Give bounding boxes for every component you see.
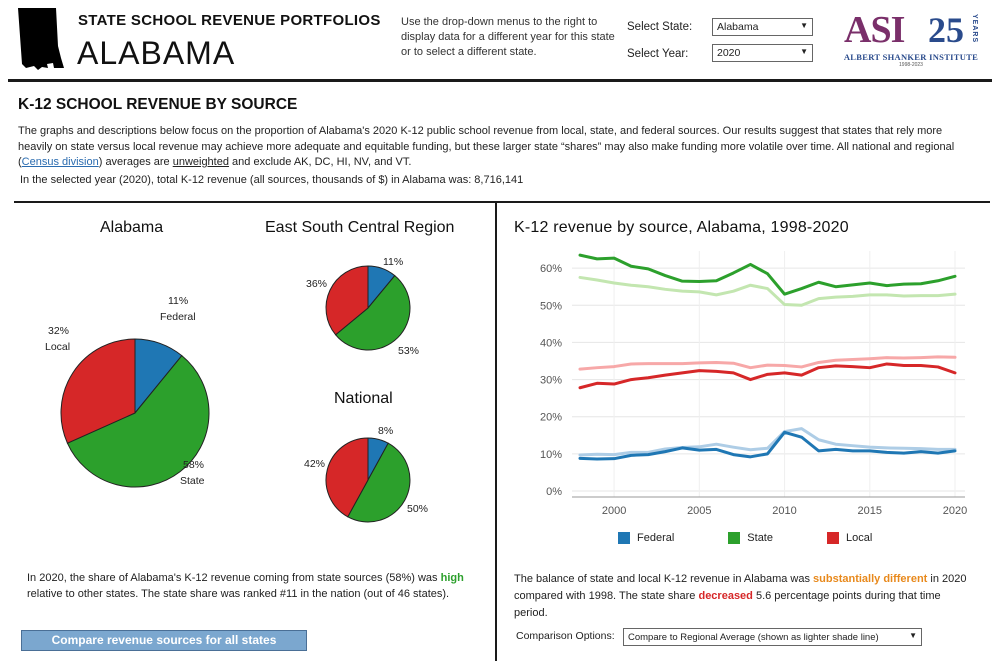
pie-charts — [60, 265, 411, 523]
line-chart: 0% 10% 20% 30% 40% 50% 60% 2000 2005 2010 2015 2020 — [540, 251, 967, 517]
national-pie — [325, 437, 411, 523]
line-chart-legend: Federal State Local — [618, 532, 872, 544]
intro-paragraph: The graphs and descriptions below focus … — [18, 125, 955, 168]
state-map-silhouette — [12, 6, 68, 79]
y-tick-label: 30% — [540, 375, 562, 387]
legend-local-swatch — [826, 532, 839, 544]
y-tick-label: 40% — [540, 337, 562, 349]
balance-text: The balance of state and local K-12 reve… — [514, 573, 967, 619]
instructions-text: Use the drop-down menus to the right to … — [401, 16, 615, 58]
alabama-pie-title: Alabama — [100, 219, 164, 236]
logo-name: ALBERT SHANKER INSTITUTE — [843, 52, 979, 62]
y-tick-label: 10% — [540, 449, 562, 461]
section-title: K-12 SCHOOL REVENUE BY SOURCE — [18, 96, 298, 113]
comparison-options-label: Comparison Options: — [516, 630, 615, 642]
x-tick-label: 2015 — [858, 505, 882, 517]
chevron-down-icon: ▼ — [909, 631, 917, 640]
x-tick-label: 2010 — [772, 505, 796, 517]
select-state-label: Select State: — [627, 21, 693, 33]
x-tick-label: 2000 — [602, 505, 626, 517]
series-line-federal-regional-average[interactable] — [578, 427, 957, 457]
y-tick-label: 20% — [540, 412, 562, 424]
legend-federal-swatch — [618, 532, 630, 544]
select-year-dropdown[interactable]: 2020 ▼ — [712, 44, 813, 62]
panel-divider-horizontal — [14, 201, 990, 203]
legend-federal[interactable]: Federal — [618, 532, 674, 544]
region-federal-pct: 11% — [383, 256, 404, 268]
comparison-options-dropdown[interactable]: Compare to Regional Average (shown as li… — [623, 628, 922, 646]
alabama-local-name: Local — [45, 341, 71, 353]
legend-local[interactable]: Local — [826, 532, 872, 544]
national-local-pct: 42% — [304, 458, 326, 470]
pie-slice-state[interactable] — [334, 274, 411, 351]
logo-number: 25 — [928, 10, 964, 50]
pie-slice-local[interactable] — [60, 338, 136, 444]
alabama-federal-name: Federal — [160, 311, 196, 323]
logo-years: YEARS — [971, 14, 978, 44]
chevron-down-icon: ▼ — [800, 21, 808, 30]
select-state-dropdown[interactable]: Alabama ▼ — [712, 18, 813, 36]
y-tick-label: 50% — [540, 300, 562, 312]
region-local-pct: 36% — [306, 278, 328, 290]
state-share-text: In 2020, the share of Alabama's K-12 rev… — [27, 572, 464, 600]
x-tick-label: 2020 — [943, 505, 967, 517]
region-pie — [325, 265, 411, 351]
select-year-label: Select Year: — [627, 48, 689, 60]
chevron-down-icon: ▼ — [800, 47, 808, 56]
comparison-options-value: Compare to Regional Average (shown as li… — [628, 632, 879, 643]
alabama-state-name: State — [180, 475, 205, 487]
national-state-pct: 50% — [407, 503, 429, 515]
region-pie-title: East South Central Region — [265, 219, 455, 236]
legend-state[interactable]: State — [728, 532, 773, 544]
line-chart-title: K-12 revenue by source, Alabama, 1998-20… — [514, 219, 849, 236]
select-year-value: 2020 — [717, 47, 741, 59]
alabama-local-pct: 32% — [48, 325, 70, 337]
pie-slice-local[interactable] — [325, 437, 369, 518]
y-tick-label: 60% — [540, 263, 562, 275]
logo-letters: ASI — [844, 9, 905, 51]
census-division-link[interactable]: Census division — [21, 156, 99, 168]
series-line-state[interactable] — [578, 253, 957, 296]
pie-slice-local[interactable] — [325, 265, 369, 336]
national-federal-pct: 8% — [378, 425, 394, 437]
logo-dates: 1998-2023 — [899, 62, 923, 68]
alabama-state-pct: 58% — [183, 459, 205, 471]
asi-logo[interactable]: ASI 25 YEARS ALBERT SHANKER INSTITUTE 19… — [842, 8, 980, 68]
header-divider — [8, 79, 992, 82]
series-line-local[interactable] — [578, 362, 957, 390]
national-pie-title: National — [334, 390, 393, 407]
series-line-local-regional-average[interactable] — [578, 355, 957, 371]
region-state-pct: 53% — [398, 345, 420, 357]
series-line-federal[interactable] — [578, 430, 957, 461]
state-name-heading: ALABAMA — [77, 35, 236, 71]
pie-slice-state[interactable] — [66, 354, 210, 488]
y-tick-label: 0% — [546, 486, 562, 498]
total-revenue-text: In the selected year (2020), total K-12 … — [20, 174, 524, 186]
panel-divider-vertical — [495, 201, 497, 661]
legend-state-swatch — [728, 532, 741, 544]
compare-all-states-button[interactable]: Compare revenue sources for all states — [21, 630, 307, 651]
alabama-pie — [60, 338, 210, 488]
header-title: STATE SCHOOL REVENUE PORTFOLIOS — [78, 12, 381, 29]
select-state-value: Alabama — [717, 21, 759, 33]
pie-slice-state[interactable] — [347, 442, 411, 523]
series-line-state-regional-average[interactable] — [578, 275, 957, 307]
alabama-federal-pct: 11% — [168, 295, 189, 307]
x-tick-label: 2005 — [687, 505, 711, 517]
